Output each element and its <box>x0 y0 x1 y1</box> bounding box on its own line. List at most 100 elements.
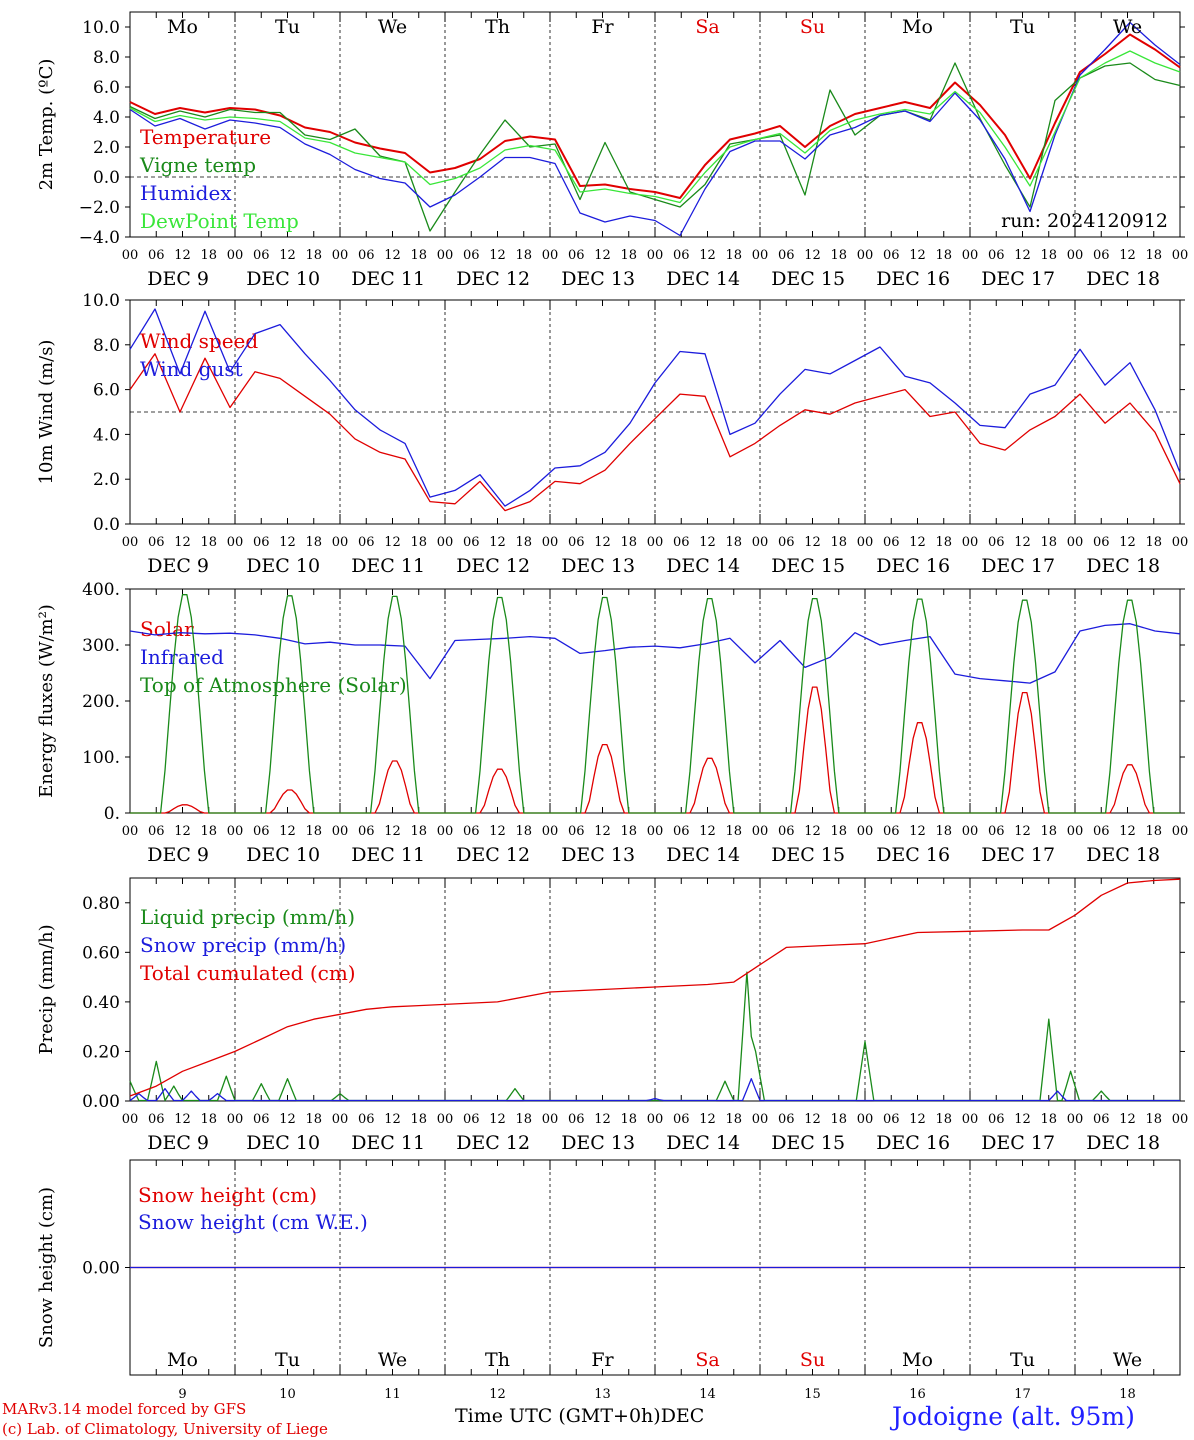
date-label: DEC 15 <box>771 1132 845 1154</box>
date-number-label: 16 <box>909 1387 926 1402</box>
hour-tick-label: 06 <box>148 1112 165 1127</box>
hour-tick-label: 18 <box>200 535 217 550</box>
day-name: Sa <box>695 16 719 38</box>
hour-tick-label: 00 <box>752 535 769 550</box>
date-label: DEC 10 <box>246 268 320 290</box>
hour-tick-label: 00 <box>1172 1112 1189 1127</box>
y-tick-label: 2.0 <box>93 470 120 490</box>
y-tick-label: 0.40 <box>82 993 120 1013</box>
hour-tick-label: 18 <box>1040 535 1057 550</box>
hour-tick-label: 18 <box>515 248 532 263</box>
day-name: Tu <box>275 1349 300 1371</box>
date-number-label: 18 <box>1119 1387 1136 1402</box>
y-tick-label: 0.20 <box>82 1042 120 1062</box>
hour-tick-label: 06 <box>778 824 795 839</box>
y-tick-label: 10.0 <box>82 291 120 311</box>
day-name: Mo <box>167 1349 198 1371</box>
hour-tick-label: 12 <box>594 248 611 263</box>
date-label: DEC 17 <box>981 1132 1055 1154</box>
day-name: We <box>1113 1349 1142 1371</box>
hour-tick-label: 06 <box>673 1112 690 1127</box>
series-line-snow-precip-mm-h- <box>129 1078 1180 1102</box>
day-name: Tu <box>1010 1349 1035 1371</box>
station-name: Jodoigne (alt. 95m) <box>892 1402 1135 1431</box>
hour-tick-label: 12 <box>1014 248 1031 263</box>
hour-tick-label: 06 <box>253 824 270 839</box>
y-axis-label: Precip (mm/h) <box>36 924 57 1054</box>
hour-tick-label: 00 <box>542 535 559 550</box>
hour-tick-label: 12 <box>174 248 191 263</box>
hour-tick-label: 00 <box>1172 824 1189 839</box>
date-label: DEC 13 <box>561 268 635 290</box>
legend-entry: Snow precip (mm/h) <box>140 933 346 957</box>
hour-tick-label: 00 <box>857 824 874 839</box>
day-name: Mo <box>167 16 198 38</box>
date-number-label: 17 <box>1014 1387 1031 1402</box>
hour-tick-label: 06 <box>673 824 690 839</box>
hour-tick-label: 06 <box>148 248 165 263</box>
hour-tick-label: 06 <box>568 824 585 839</box>
hour-tick-label: 06 <box>988 248 1005 263</box>
panel-4: 0.00 0.20 0.40 0.60 0.80 Precip (mm/h) Liquid … <box>36 877 1189 1154</box>
hour-tick-label: 18 <box>305 824 322 839</box>
lab-credit: (c) Lab. of Climatology, University of L… <box>2 1420 328 1438</box>
hour-tick-label: 06 <box>358 824 375 839</box>
hour-tick-label: 18 <box>305 1112 322 1127</box>
y-tick-label: 100. <box>82 748 120 768</box>
hour-tick-label: 12 <box>279 248 296 263</box>
hour-tick-label: 12 <box>279 1112 296 1127</box>
hour-tick-label: 06 <box>988 824 1005 839</box>
day-name: Th <box>485 1349 510 1371</box>
hour-tick-label: 18 <box>200 1112 217 1127</box>
panel-5: 0.00 Snow height (cm) Snow height (cm) Snow… <box>36 1159 1185 1402</box>
y-tick-label: −2.0 <box>79 198 120 218</box>
y-tick-label: 6.0 <box>93 78 120 98</box>
hour-tick-label: 12 <box>804 1112 821 1127</box>
hour-tick-label: 12 <box>804 824 821 839</box>
hour-tick-label: 12 <box>909 824 926 839</box>
hour-tick-label: 06 <box>253 535 270 550</box>
hour-tick-label: 18 <box>515 824 532 839</box>
legend-entry: DewPoint Temp <box>140 209 299 233</box>
hour-tick-label: 12 <box>1014 1112 1031 1127</box>
date-number-label: 10 <box>279 1387 296 1402</box>
hour-tick-label: 12 <box>699 535 716 550</box>
hour-tick-label: 00 <box>857 248 874 263</box>
date-label: DEC 16 <box>876 844 950 866</box>
hour-tick-label: 06 <box>358 1112 375 1127</box>
hour-tick-label: 18 <box>935 1112 952 1127</box>
series-line-humidex <box>129 21 1181 237</box>
hour-tick-label: 06 <box>988 535 1005 550</box>
hour-tick-label: 18 <box>410 535 427 550</box>
date-label: DEC 9 <box>147 268 209 290</box>
hour-tick-label: 12 <box>594 535 611 550</box>
day-name: Th <box>485 16 510 38</box>
y-tick-label: 10.0 <box>82 18 120 38</box>
y-tick-label: 6.0 <box>93 381 120 401</box>
date-label: DEC 13 <box>561 555 635 577</box>
hour-tick-label: 12 <box>384 248 401 263</box>
hour-tick-label: 12 <box>1014 824 1031 839</box>
x-axis-title: Time UTC (GMT+0h)DEC <box>455 1405 705 1427</box>
hour-tick-label: 00 <box>122 1112 139 1127</box>
hour-tick-label: 06 <box>568 535 585 550</box>
hour-tick-label: 18 <box>200 824 217 839</box>
hour-tick-label: 00 <box>227 1112 244 1127</box>
hour-tick-label: 00 <box>857 535 874 550</box>
hour-tick-label: 00 <box>752 248 769 263</box>
date-label: DEC 10 <box>246 844 320 866</box>
hour-tick-label: 18 <box>620 1112 637 1127</box>
hour-tick-label: 18 <box>1145 1112 1162 1127</box>
hour-tick-label: 12 <box>594 1112 611 1127</box>
hour-tick-label: 06 <box>673 248 690 263</box>
legend-entry: Top of Atmosphere (Solar) <box>140 673 407 697</box>
date-label: DEC 10 <box>246 1132 320 1154</box>
y-tick-label: 0.60 <box>82 943 120 963</box>
day-name: Tu <box>275 16 300 38</box>
date-label: DEC 13 <box>561 1132 635 1154</box>
y-tick-label: 0.00 <box>82 1092 120 1112</box>
legend-entry: Wind gust <box>140 357 243 381</box>
hour-tick-label: 18 <box>620 824 637 839</box>
date-label: DEC 11 <box>351 555 425 577</box>
